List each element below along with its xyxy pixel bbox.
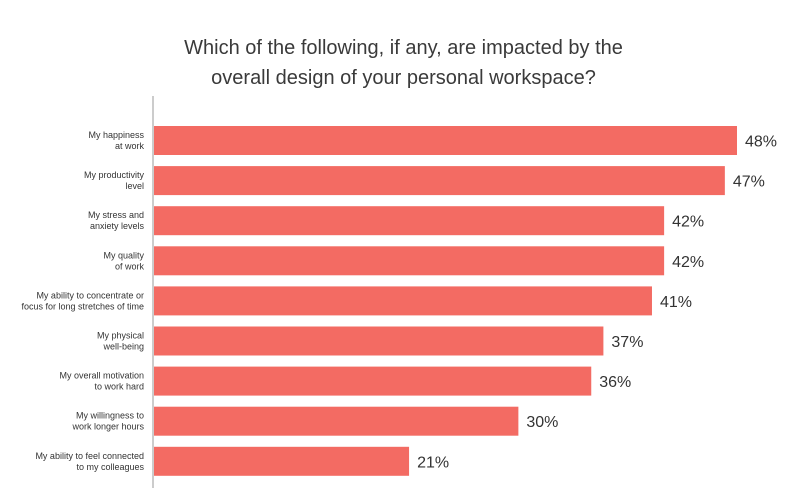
bars-group: 48% My happiness at work 47% My productivity… (21, 126, 777, 476)
category-label-6-line-1: to work hard (94, 382, 144, 392)
category-label-8-line-1: to my colleagues (76, 462, 144, 472)
category-label-1-line-0: My productivity (84, 170, 145, 180)
category-label-0-line-0: My happiness (88, 130, 144, 140)
bar-3 (154, 246, 665, 276)
value-label-5: 37% (611, 334, 643, 351)
category-label-7: My willingness to work longer hours (71, 411, 144, 432)
value-label-2: 42% (672, 214, 704, 231)
bar-5 (154, 326, 604, 356)
category-label-1-line-1: level (125, 181, 144, 191)
category-label-3: My quality of work (103, 250, 144, 271)
category-label-5-line-1: well-being (102, 342, 144, 352)
value-label-3: 42% (672, 254, 704, 271)
category-label-3-line-0: My quality (103, 250, 144, 260)
category-label-5-line-0: My physical (97, 331, 144, 341)
category-label-4-line-1: focus for long stretches of time (21, 301, 144, 311)
bar-4 (154, 286, 652, 316)
category-label-8: My ability to feel connected to my collea… (35, 451, 144, 472)
chart-title: Which of the following, if any, are impa… (0, 33, 807, 93)
bar-7 (154, 406, 519, 436)
category-label-8-line-0: My ability to feel connected (35, 451, 144, 461)
value-label-4: 41% (660, 294, 692, 311)
category-label-6: My overall motivation to work hard (59, 371, 144, 392)
category-label-3-line-1: of work (115, 261, 145, 271)
bar-8 (154, 446, 410, 476)
value-label-0: 48% (745, 134, 777, 151)
category-label-4: My ability to concentrate or focus for lo… (21, 290, 144, 311)
value-label-8: 21% (417, 454, 449, 471)
category-label-2: My stress and anxiety levels (88, 210, 145, 231)
chart-title-line-1: Which of the following, if any, are impa… (184, 37, 623, 59)
category-label-7-line-0: My willingness to (76, 411, 144, 421)
category-label-2-line-1: anxiety levels (90, 221, 145, 231)
bar-0 (154, 126, 737, 155)
bar-1 (154, 166, 725, 196)
bar-2 (154, 206, 665, 236)
category-label-5: My physical well-being (97, 331, 144, 352)
category-label-1: My productivity level (84, 170, 145, 191)
category-label-6-line-0: My overall motivation (59, 371, 144, 381)
value-label-7: 30% (526, 414, 558, 431)
category-label-0-line-1: at work (115, 141, 145, 151)
category-label-7-line-1: work longer hours (71, 422, 144, 432)
category-label-2-line-0: My stress and (88, 210, 144, 220)
value-label-1: 47% (733, 174, 765, 191)
chart-title-line-2: overall design of your personal workspac… (211, 67, 596, 89)
category-label-0: My happiness at work (88, 130, 144, 151)
bar-6 (154, 366, 592, 396)
value-label-6: 36% (599, 374, 631, 391)
category-label-4-line-0: My ability to concentrate or (36, 290, 144, 300)
